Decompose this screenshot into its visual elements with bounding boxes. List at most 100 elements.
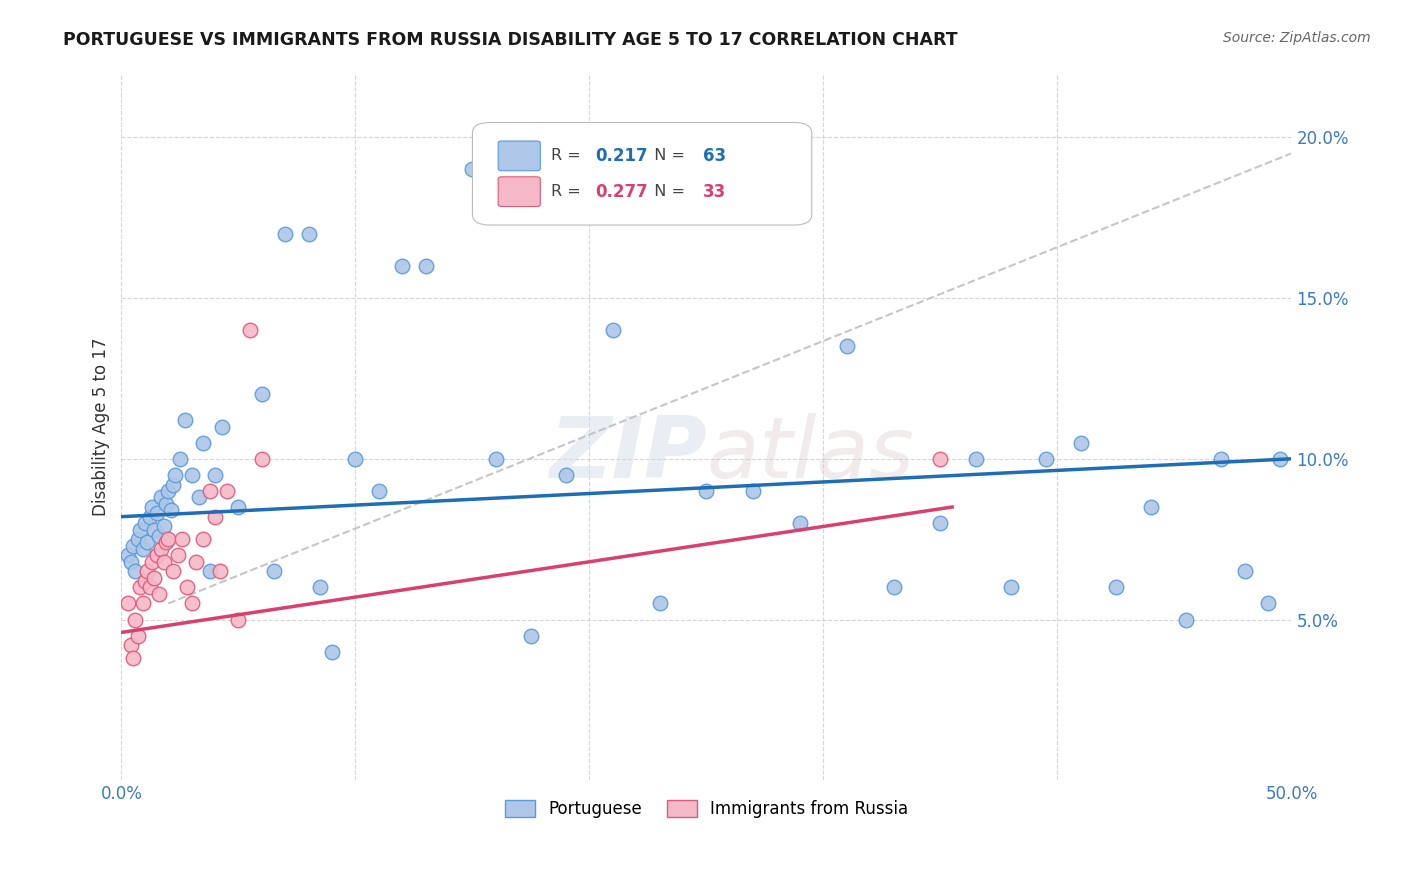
Point: [157, 532, 180, 546]
Point: [1105, 581, 1128, 595]
Point: [228, 613, 250, 627]
Legend: Portuguese, Immigrants from Russia: Portuguese, Immigrants from Russia: [498, 794, 915, 825]
Point: [883, 581, 905, 595]
Point: [162, 564, 184, 578]
Point: [648, 597, 671, 611]
Point: [1140, 500, 1163, 514]
Point: [200, 564, 222, 578]
Point: [124, 564, 146, 578]
Point: [186, 555, 208, 569]
Point: [367, 483, 389, 498]
Text: atlas: atlas: [706, 413, 914, 497]
Point: [138, 509, 160, 524]
Point: [835, 339, 858, 353]
Point: [1211, 451, 1233, 466]
Point: [152, 555, 174, 569]
Text: 0.217: 0.217: [595, 147, 648, 165]
Point: [131, 541, 153, 556]
Point: [141, 555, 163, 569]
Text: 63: 63: [703, 147, 725, 165]
Text: PORTUGUESE VS IMMIGRANTS FROM RUSSIA DISABILITY AGE 5 TO 17 CORRELATION CHART: PORTUGUESE VS IMMIGRANTS FROM RUSSIA DIS…: [63, 31, 957, 49]
Point: [391, 259, 413, 273]
Point: [145, 507, 167, 521]
Point: [485, 451, 508, 466]
Point: [136, 564, 159, 578]
FancyBboxPatch shape: [472, 122, 811, 225]
Point: [172, 532, 194, 546]
Point: [228, 500, 250, 514]
Point: [250, 451, 273, 466]
Point: [152, 519, 174, 533]
Point: [263, 564, 285, 578]
Text: N =: N =: [644, 184, 690, 199]
Point: [215, 483, 238, 498]
FancyBboxPatch shape: [498, 177, 540, 207]
Point: [157, 483, 180, 498]
Text: R =: R =: [551, 148, 586, 163]
Point: [298, 227, 321, 241]
Point: [211, 419, 233, 434]
Point: [1070, 435, 1092, 450]
Point: [1000, 581, 1022, 595]
Point: [461, 162, 484, 177]
Point: [122, 539, 145, 553]
Point: [602, 323, 624, 337]
Point: [155, 497, 177, 511]
Point: [143, 523, 166, 537]
Point: [162, 477, 184, 491]
Y-axis label: Disability Age 5 to 17: Disability Age 5 to 17: [93, 337, 110, 516]
Point: [134, 516, 156, 530]
Point: [1035, 451, 1057, 466]
Point: [131, 597, 153, 611]
Point: [250, 387, 273, 401]
Point: [1175, 613, 1198, 627]
Point: [742, 483, 765, 498]
Point: [1257, 597, 1279, 611]
Point: [155, 535, 177, 549]
Text: 0.277: 0.277: [595, 183, 648, 201]
Point: [204, 509, 226, 524]
Point: [965, 451, 987, 466]
Text: R =: R =: [551, 184, 586, 199]
Point: [127, 629, 149, 643]
Point: [180, 467, 202, 482]
Point: [200, 483, 222, 498]
Point: [169, 451, 191, 466]
Point: [129, 523, 152, 537]
Point: [180, 597, 202, 611]
Point: [929, 516, 952, 530]
Point: [134, 574, 156, 588]
Point: [129, 581, 152, 595]
Point: [136, 535, 159, 549]
Point: [173, 413, 195, 427]
Point: [166, 548, 188, 562]
Text: N =: N =: [644, 148, 690, 163]
Point: [127, 532, 149, 546]
Point: [555, 467, 578, 482]
Point: [176, 581, 198, 595]
Point: [148, 587, 170, 601]
Text: ZIP: ZIP: [548, 413, 706, 497]
Point: [159, 503, 181, 517]
Point: [1268, 451, 1291, 466]
Point: [274, 227, 297, 241]
Point: [239, 323, 262, 337]
Point: [520, 629, 543, 643]
Point: [789, 516, 811, 530]
Point: [124, 613, 146, 627]
Point: [141, 500, 163, 514]
Point: [150, 491, 173, 505]
Point: [150, 541, 173, 556]
Point: [204, 467, 226, 482]
Point: [208, 564, 231, 578]
FancyBboxPatch shape: [498, 141, 540, 170]
Point: [193, 435, 215, 450]
Point: [117, 548, 139, 562]
Point: [309, 581, 332, 595]
Point: [929, 451, 952, 466]
Point: [321, 645, 343, 659]
Point: [145, 548, 167, 562]
Point: [344, 451, 367, 466]
Point: [148, 529, 170, 543]
Point: [143, 571, 166, 585]
